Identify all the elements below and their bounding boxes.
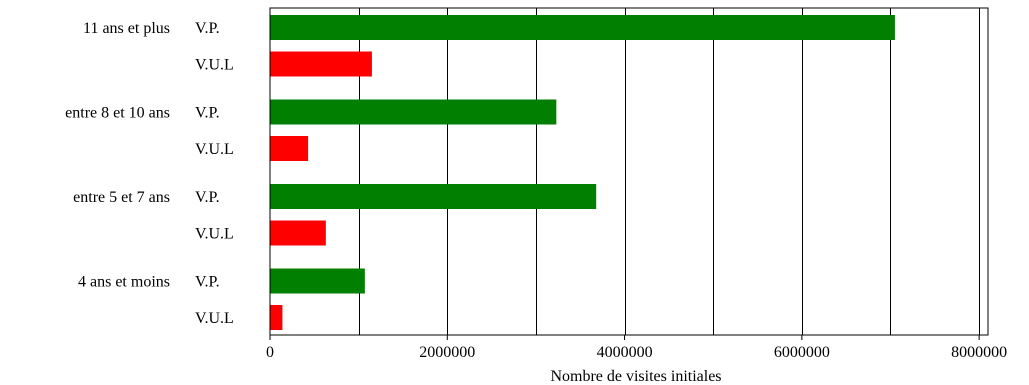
series-label: V.P. <box>195 274 220 291</box>
bar-vul <box>270 305 283 330</box>
bar-vp <box>270 184 597 209</box>
category-label: entre 5 et 7 ans <box>73 189 170 206</box>
series-label: V.U.L <box>195 57 234 74</box>
grid <box>359 8 980 335</box>
bar-vul <box>270 220 326 246</box>
x-tick-label: 2000000 <box>419 344 475 361</box>
labels: 0 2000000 4000000 6000000 8000000 V.P. V.U.L 11… <box>65 20 1007 361</box>
category-label: 4 ans et moins <box>78 274 170 291</box>
bars <box>270 15 895 330</box>
series-label: V.U.L <box>195 141 234 158</box>
series-label: V.P. <box>195 105 220 122</box>
bar-vp <box>270 99 557 125</box>
category-label: 11 ans et plus <box>83 20 170 37</box>
plot-frame <box>269 7 989 336</box>
series-label: V.U.L <box>195 226 234 243</box>
series-label: V.P. <box>195 20 220 37</box>
series-label: V.P. <box>195 189 220 206</box>
x-tick-label: 8000000 <box>951 344 1007 361</box>
series-label: V.U.L <box>195 310 234 327</box>
bar-vp <box>270 15 895 40</box>
category-label: entre 8 et 10 ans <box>65 105 170 122</box>
bar-vul <box>270 136 309 161</box>
x-tick-label: 4000000 <box>597 344 653 361</box>
x-tick-label: 6000000 <box>774 344 830 361</box>
bar-vul <box>270 51 372 77</box>
x-tick-label: 0 <box>266 344 274 361</box>
bar-vp <box>270 268 365 294</box>
x-axis-title: Nombre de visites initiales <box>550 368 721 385</box>
